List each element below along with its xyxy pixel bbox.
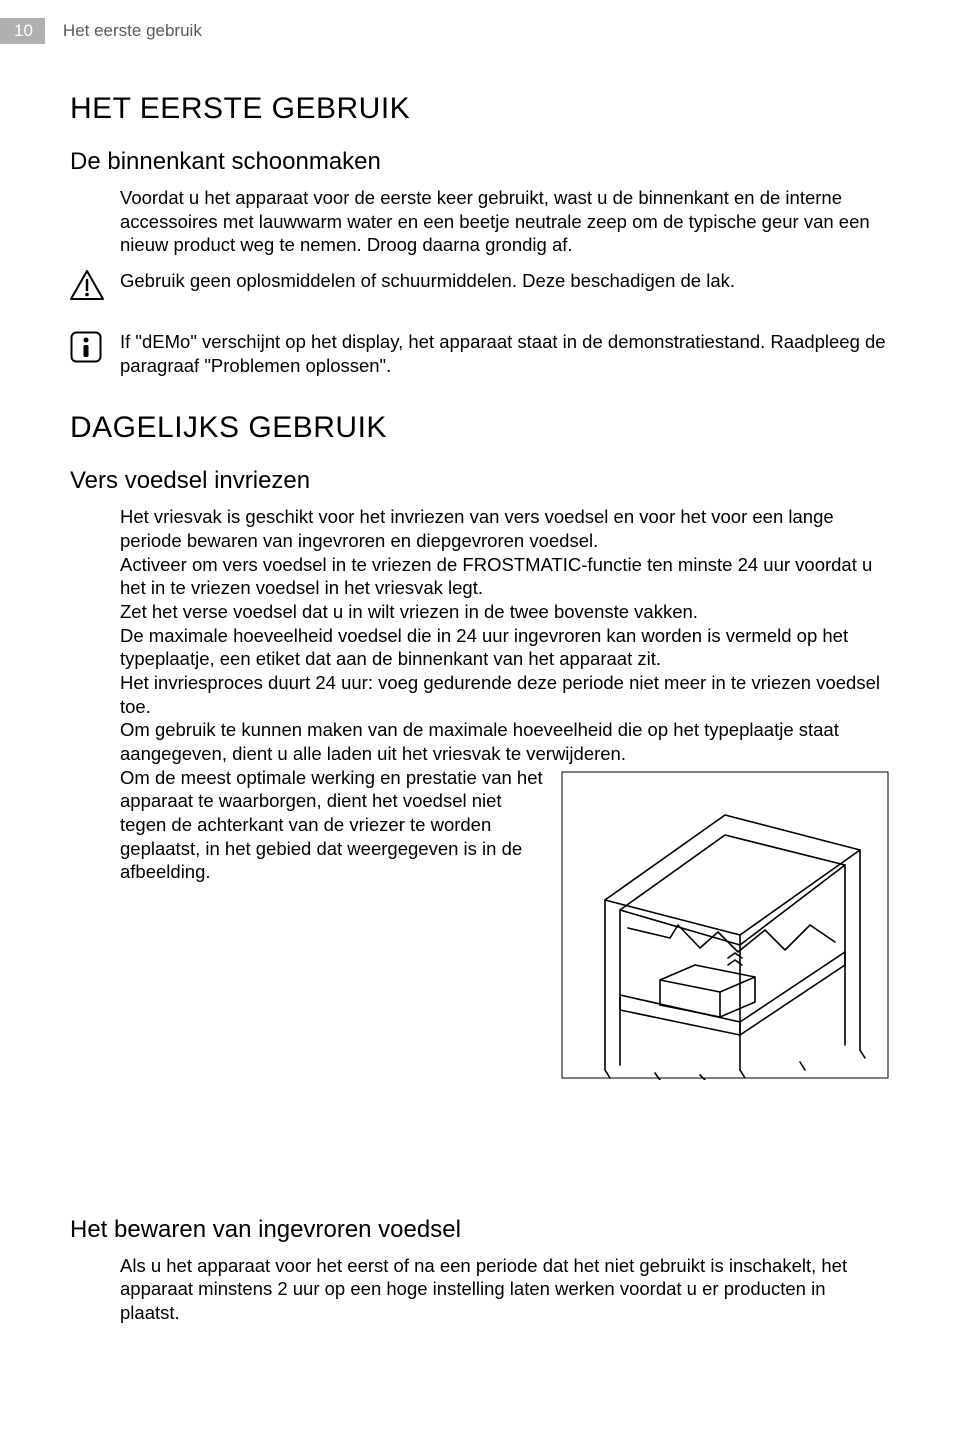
info-icon [70,331,102,363]
para-b7: Om de meest optimale werking en prestati… [120,767,543,883]
para-b2: Activeer om vers voedsel in te vriezen d… [120,554,872,599]
warning-icon [70,270,104,300]
heading-freeze-fresh: Vers voedsel invriezen [70,467,890,495]
para-b6: Om gebruik te kunnen maken van de maxima… [120,719,839,764]
heading-clean-inside: De binnenkant schoonmaken [70,148,890,176]
info-text: If "dEMo" verschijnt op het display, het… [120,330,890,377]
para-clean-inside: Voordat u het apparaat voor de eerste ke… [120,186,890,257]
heading-store-frozen: Het bewaren van ingevroren voedsel [70,1216,890,1244]
info-callout: If "dEMo" verschijnt op het display, het… [70,330,890,377]
heading-daily-use: DAGELIJKS GEBRUIK [70,411,890,445]
freeze-block: Het vriesvak is geschikt voor het invrie… [120,505,890,884]
header-section-label: Het eerste gebruik [63,21,202,41]
page-header: 10 Het eerste gebruik [0,0,960,44]
warning-callout: Gebruik geen oplosmiddelen of schuurmidd… [70,269,890,300]
heading-first-use: HET EERSTE GEBRUIK [70,92,890,126]
para-b1: Het vriesvak is geschikt voor het invrie… [120,506,834,551]
para-b3: Zet het verse voedsel dat u in wilt vrie… [120,601,698,622]
para-store-frozen: Als u het apparaat voor het eerst of na … [120,1254,890,1325]
para-b4: De maximale hoeveelheid voedsel die in 2… [120,625,848,670]
page-content: HET EERSTE GEBRUIK De binnenkant schoonm… [0,92,960,1325]
freezer-illustration [560,770,890,1080]
page-number-badge: 10 [0,18,45,44]
warning-text: Gebruik geen oplosmiddelen of schuurmidd… [120,269,735,293]
para-b5: Het invriesproces duurt 24 uur: voeg ged… [120,672,880,717]
